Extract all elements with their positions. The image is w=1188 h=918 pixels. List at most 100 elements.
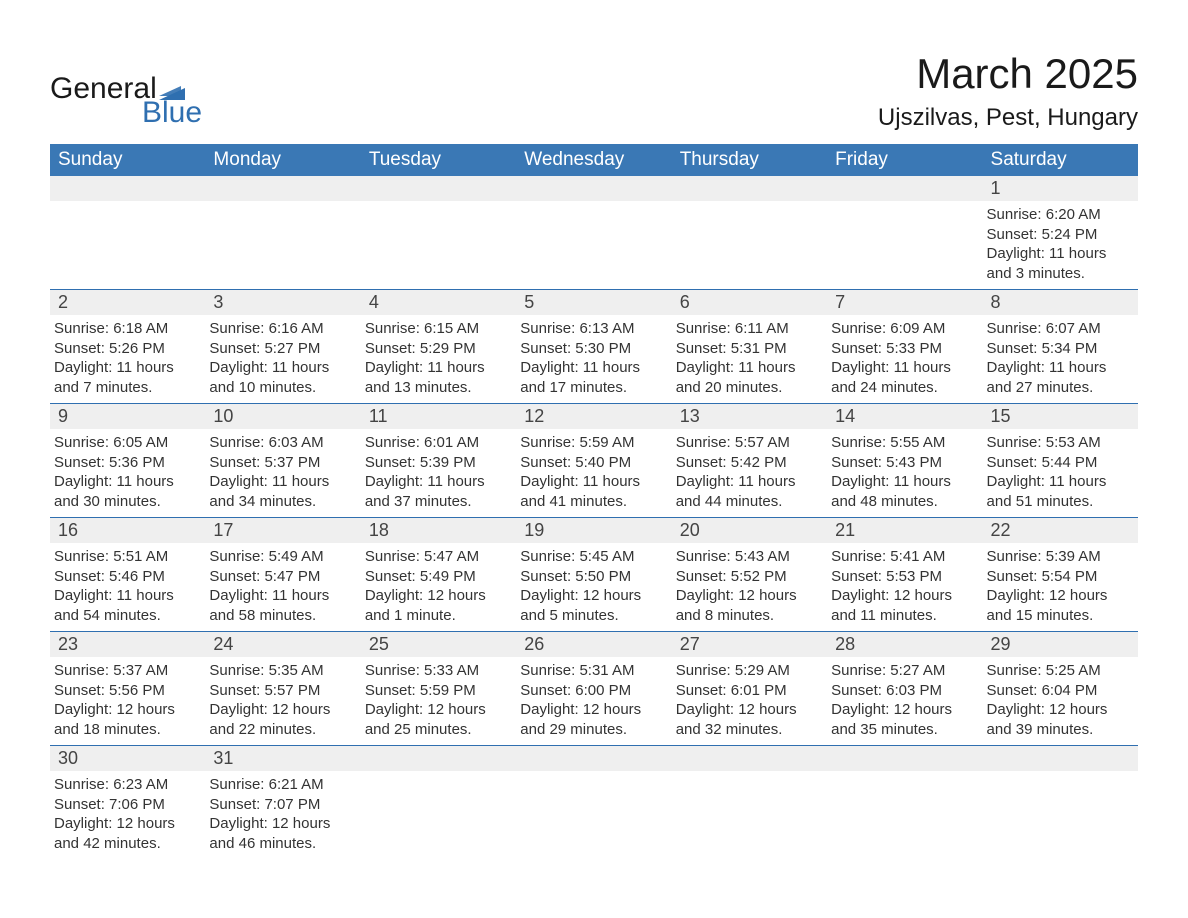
day-number: 22 <box>983 518 1138 543</box>
day-number: 5 <box>516 290 671 315</box>
daylight-line: Daylight: 11 hours and 51 minutes. <box>987 472 1134 511</box>
daylight-line: Daylight: 11 hours and 37 minutes. <box>365 472 512 511</box>
calendar-day-cell: 12Sunrise: 5:59 AMSunset: 5:40 PMDayligh… <box>516 404 671 518</box>
sunset-line: Sunset: 5:26 PM <box>54 339 201 359</box>
sunrise-line: Sunrise: 5:41 AM <box>831 547 978 567</box>
calendar-day-cell <box>827 746 982 860</box>
calendar-day-cell: 18Sunrise: 5:47 AMSunset: 5:49 PMDayligh… <box>361 518 516 632</box>
sunset-line: Sunset: 5:59 PM <box>365 681 512 701</box>
day-details: Sunrise: 5:25 AMSunset: 6:04 PMDaylight:… <box>983 657 1138 745</box>
sunrise-line: Sunrise: 6:20 AM <box>987 205 1134 225</box>
day-number: 16 <box>50 518 205 543</box>
day-number: 12 <box>516 404 671 429</box>
calendar-day-cell: 1Sunrise: 6:20 AMSunset: 5:24 PMDaylight… <box>983 176 1138 290</box>
sunrise-line: Sunrise: 5:43 AM <box>676 547 823 567</box>
daylight-line: Daylight: 11 hours and 24 minutes. <box>831 358 978 397</box>
sunrise-line: Sunrise: 6:11 AM <box>676 319 823 339</box>
sunset-line: Sunset: 6:01 PM <box>676 681 823 701</box>
calendar-day-cell: 16Sunrise: 5:51 AMSunset: 5:46 PMDayligh… <box>50 518 205 632</box>
day-number: 2 <box>50 290 205 315</box>
day-details: Sunrise: 6:20 AMSunset: 5:24 PMDaylight:… <box>983 201 1138 289</box>
day-number: 25 <box>361 632 516 657</box>
location: Ujszilvas, Pest, Hungary <box>878 104 1138 132</box>
day-details: Sunrise: 6:18 AMSunset: 5:26 PMDaylight:… <box>50 315 205 403</box>
calendar-day-cell: 9Sunrise: 6:05 AMSunset: 5:36 PMDaylight… <box>50 404 205 518</box>
day-number: 20 <box>672 518 827 543</box>
calendar-day-cell <box>672 176 827 290</box>
day-number <box>205 176 360 201</box>
day-number <box>827 746 982 771</box>
calendar-day-cell: 20 Sunrise: 5:43 AMSunset: 5:52 PMDayligh… <box>672 518 827 632</box>
calendar-day-cell: 22Sunrise: 5:39 AMSunset: 5:54 PMDayligh… <box>983 518 1138 632</box>
weekday-header: Sunday <box>50 144 205 176</box>
sunset-line: Sunset: 5:39 PM <box>365 453 512 473</box>
day-details: Sunrise: 5:55 AMSunset: 5:43 PMDaylight:… <box>827 429 982 517</box>
day-number <box>50 176 205 201</box>
sunset-line: Sunset: 5:54 PM <box>987 567 1134 587</box>
calendar-day-cell: 23Sunrise: 5:37 AMSunset: 5:56 PMDayligh… <box>50 632 205 746</box>
daylight-line: Daylight: 11 hours and 34 minutes. <box>209 472 356 511</box>
brand-name-right: Blue <box>142 96 202 130</box>
calendar-day-cell: 5Sunrise: 6:13 AMSunset: 5:30 PMDaylight… <box>516 290 671 404</box>
day-number: 23 <box>50 632 205 657</box>
calendar-day-cell: 8Sunrise: 6:07 AMSunset: 5:34 PMDaylight… <box>983 290 1138 404</box>
daylight-line: Daylight: 12 hours and 25 minutes. <box>365 700 512 739</box>
day-number: 10 <box>205 404 360 429</box>
sunset-line: Sunset: 5:52 PM <box>676 567 823 587</box>
sunrise-line: Sunrise: 5:35 AM <box>209 661 356 681</box>
day-number <box>672 176 827 201</box>
weekday-header: Friday <box>827 144 982 176</box>
calendar-day-cell <box>516 176 671 290</box>
sunset-line: Sunset: 7:06 PM <box>54 795 201 815</box>
day-details: Sunrise: 5:53 AMSunset: 5:44 PMDaylight:… <box>983 429 1138 517</box>
sunset-line: Sunset: 5:47 PM <box>209 567 356 587</box>
sunset-line: Sunset: 6:04 PM <box>987 681 1134 701</box>
daylight-line: Daylight: 12 hours and 8 minutes. <box>676 586 823 625</box>
calendar-week-row: 2Sunrise: 6:18 AMSunset: 5:26 PMDaylight… <box>50 290 1138 404</box>
calendar-day-cell: 25Sunrise: 5:33 AMSunset: 5:59 PMDayligh… <box>361 632 516 746</box>
calendar-day-cell: 19Sunrise: 5:45 AMSunset: 5:50 PMDayligh… <box>516 518 671 632</box>
weekday-header: Tuesday <box>361 144 516 176</box>
title-block: March 2025 Ujszilvas, Pest, Hungary <box>878 50 1138 132</box>
sunset-line: Sunset: 5:31 PM <box>676 339 823 359</box>
day-details: Sunrise: 5:29 AMSunset: 6:01 PMDaylight:… <box>672 657 827 745</box>
day-number <box>827 176 982 201</box>
sunset-line: Sunset: 5:44 PM <box>987 453 1134 473</box>
day-number: 27 <box>672 632 827 657</box>
daylight-line: Daylight: 11 hours and 48 minutes. <box>831 472 978 511</box>
daylight-line: Daylight: 11 hours and 7 minutes. <box>54 358 201 397</box>
day-number: 14 <box>827 404 982 429</box>
calendar-week-row: 30Sunrise: 6:23 AMSunset: 7:06 PMDayligh… <box>50 746 1138 860</box>
sunset-line: Sunset: 5:24 PM <box>987 225 1134 245</box>
day-number: 6 <box>672 290 827 315</box>
calendar-table: Sunday Monday Tuesday Wednesday Thursday… <box>50 144 1138 859</box>
sunrise-line: Sunrise: 6:23 AM <box>54 775 201 795</box>
day-details: Sunrise: 5:49 AMSunset: 5:47 PMDaylight:… <box>205 543 360 631</box>
calendar-day-cell: 6Sunrise: 6:11 AMSunset: 5:31 PMDaylight… <box>672 290 827 404</box>
daylight-line: Daylight: 11 hours and 44 minutes. <box>676 472 823 511</box>
daylight-line: Daylight: 12 hours and 1 minute. <box>365 586 512 625</box>
calendar-day-cell <box>205 176 360 290</box>
daylight-line: Daylight: 12 hours and 11 minutes. <box>831 586 978 625</box>
day-details: Sunrise: 6:01 AMSunset: 5:39 PMDaylight:… <box>361 429 516 517</box>
calendar-day-cell: 30Sunrise: 6:23 AMSunset: 7:06 PMDayligh… <box>50 746 205 860</box>
daylight-line: Daylight: 11 hours and 10 minutes. <box>209 358 356 397</box>
calendar-week-row: 1Sunrise: 6:20 AMSunset: 5:24 PMDaylight… <box>50 176 1138 290</box>
weekday-header-row: Sunday Monday Tuesday Wednesday Thursday… <box>50 144 1138 176</box>
daylight-line: Daylight: 12 hours and 35 minutes. <box>831 700 978 739</box>
calendar-day-cell <box>827 176 982 290</box>
calendar-day-cell: 28Sunrise: 5:27 AMSunset: 6:03 PMDayligh… <box>827 632 982 746</box>
day-number: 9 <box>50 404 205 429</box>
calendar-day-cell: 14Sunrise: 5:55 AMSunset: 5:43 PMDayligh… <box>827 404 982 518</box>
daylight-line: Daylight: 11 hours and 27 minutes. <box>987 358 1134 397</box>
sunrise-line: Sunrise: 5:45 AM <box>520 547 667 567</box>
day-details: Sunrise: 5:27 AMSunset: 6:03 PMDaylight:… <box>827 657 982 745</box>
sunset-line: Sunset: 5:49 PM <box>365 567 512 587</box>
calendar-day-cell: 24Sunrise: 5:35 AMSunset: 5:57 PMDayligh… <box>205 632 360 746</box>
day-number: 8 <box>983 290 1138 315</box>
day-number: 21 <box>827 518 982 543</box>
calendar-day-cell: 11Sunrise: 6:01 AMSunset: 5:39 PMDayligh… <box>361 404 516 518</box>
daylight-line: Daylight: 12 hours and 15 minutes. <box>987 586 1134 625</box>
day-number: 29 <box>983 632 1138 657</box>
day-number: 13 <box>672 404 827 429</box>
